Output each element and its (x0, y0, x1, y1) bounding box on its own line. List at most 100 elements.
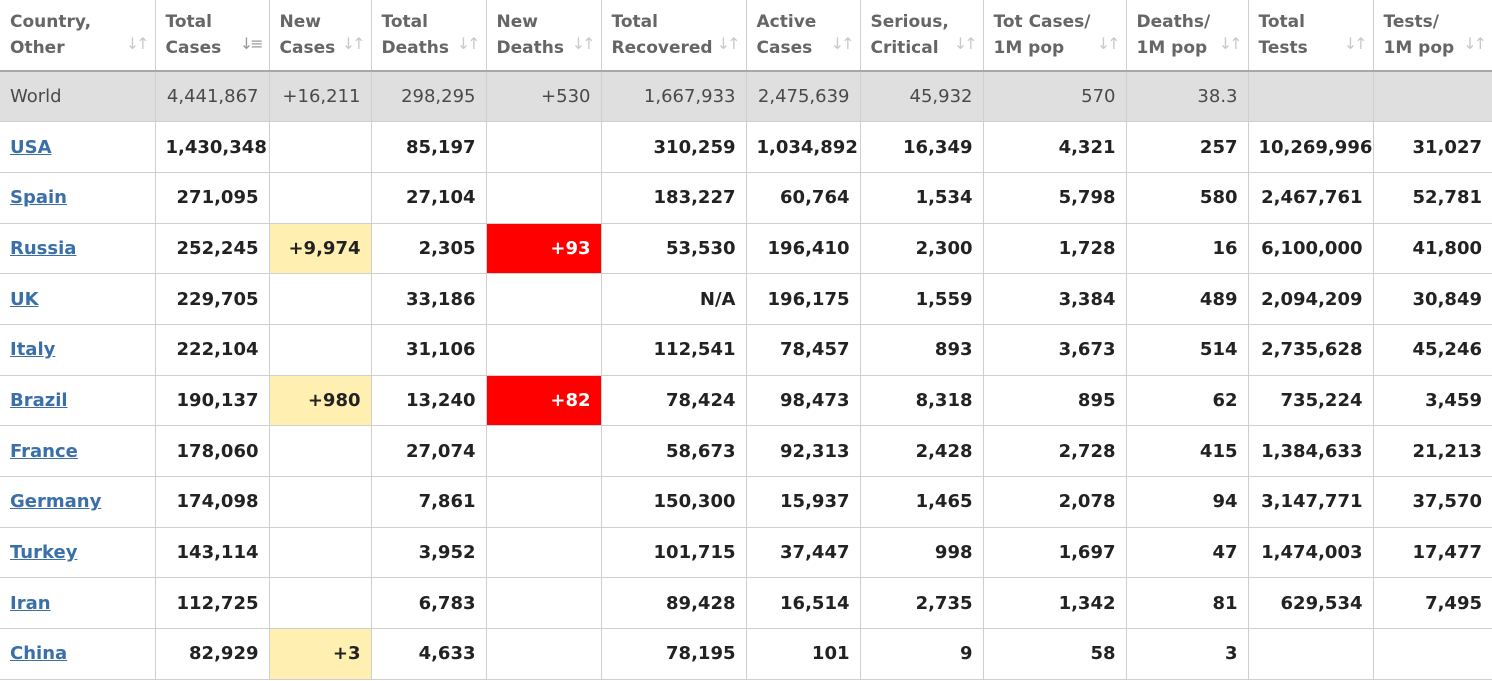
header-label-line1: Serious, (870, 12, 949, 32)
cell-tot-cases-per-1m: 4,321 (982, 121, 1127, 173)
sort-arrows-icon[interactable]: ↓↑ (716, 34, 741, 53)
sort-arrows-icon[interactable]: ↓↑ (1343, 34, 1368, 53)
cell-tot-cases-per-1m: 3,673 (982, 323, 1127, 376)
sort-arrows-icon[interactable]: ↓↑ (1218, 34, 1243, 53)
country-link[interactable]: Iran (10, 592, 51, 614)
column-header-total-tests[interactable]: Total Tests ↓↑ (1247, 0, 1374, 72)
cell-total-recovered: 89,428 (600, 577, 747, 630)
column-header-new-deaths[interactable]: New Deaths ↓↑ (485, 0, 602, 72)
column-header-label: Total Deaths (382, 9, 476, 61)
cell-tests-per-1m (1372, 628, 1492, 680)
cell-new-cases (268, 323, 372, 376)
sort-arrows-icon[interactable]: ↓↑ (1096, 34, 1121, 53)
cell-new-cases (268, 273, 372, 325)
cell-deaths-per-1m: 489 (1125, 273, 1249, 325)
sort-arrows-icon[interactable]: ↓↑ (341, 34, 366, 53)
sort-arrows-icon[interactable]: ↓↑ (125, 34, 150, 53)
sort-arrows-icon[interactable]: ↓↑ (571, 34, 596, 53)
cell-total-cases: 252,245 (154, 222, 270, 275)
cell-serious-critical: 45,932 (859, 70, 984, 123)
country-link[interactable]: USA (10, 136, 52, 158)
header-label-line1: Tot Cases/ (993, 12, 1091, 32)
cell-new-cases (268, 577, 372, 630)
cell-new-deaths (485, 577, 602, 630)
cell-new-deaths (485, 476, 602, 528)
country-link[interactable]: Turkey (10, 542, 78, 564)
cell-tests-per-1m: 21,213 (1372, 425, 1492, 477)
country-link[interactable]: UK (10, 288, 39, 310)
country-link[interactable]: Brazil (10, 389, 68, 411)
column-header-total-cases[interactable]: Total Cases ↓≡ (154, 0, 270, 72)
cell-tot-cases-per-1m: 58 (982, 628, 1127, 680)
cell-total-tests: 2,094,209 (1247, 273, 1374, 325)
table-row: USA 1,430,348 85,197 310,259 1,034,892 16,349… (0, 121, 1492, 173)
cell-total-tests: 6,100,000 (1247, 222, 1374, 275)
cell-active-cases: 37,447 (745, 526, 861, 579)
column-header-new-cases[interactable]: New Cases ↓↑ (268, 0, 372, 72)
cell-total-cases: 82,929 (154, 628, 270, 680)
cell-total-tests: 2,467,761 (1247, 171, 1374, 224)
header-row: Country, Other ↓↑ Total Cases ↓≡ New Cases ↓↑ Tot… (0, 0, 1492, 72)
country-link[interactable]: Russia (10, 237, 77, 259)
cell-tot-cases-per-1m: 570 (982, 70, 1127, 123)
cell-serious-critical: 2,735 (859, 577, 984, 630)
column-header-deaths-per-1m[interactable]: Deaths/1M pop ↓↑ (1125, 0, 1249, 72)
cell-country: World (0, 70, 156, 123)
sort-arrows-icon[interactable]: ↓↑ (830, 34, 855, 53)
cell-deaths-per-1m: 38.3 (1125, 70, 1249, 123)
cell-serious-critical: 1,559 (859, 273, 984, 325)
world-total-row: World 4,441,867 +16,211 298,295 +530 1,667,93… (0, 70, 1492, 123)
header-label-line2: 1M pop (993, 38, 1065, 58)
table-row: Iran 112,725 6,783 89,428 16,514 2,735 1,342 81… (0, 577, 1492, 630)
column-header-total-deaths[interactable]: Total Deaths ↓↑ (370, 0, 487, 72)
cell-serious-critical: 8,318 (859, 374, 984, 427)
sort-arrows-icon[interactable]: ↓↑ (953, 34, 978, 53)
column-header-serious-critical[interactable]: Serious, Critical ↓↑ (859, 0, 984, 72)
column-header-label: Serious, Critical (871, 9, 973, 61)
cell-country: Spain (0, 171, 156, 224)
cell-total-cases: 190,137 (154, 374, 270, 427)
column-header-country[interactable]: Country, Other ↓↑ (0, 0, 156, 72)
header-label-line2: Cases (279, 38, 336, 58)
cell-total-tests: 735,224 (1247, 374, 1374, 427)
cell-new-deaths (485, 121, 602, 173)
column-header-tot-cases-per-1m[interactable]: Tot Cases/1M pop ↓↑ (982, 0, 1127, 72)
header-label-line2: 1M pop (1383, 38, 1455, 58)
header-label-line2: Deaths (496, 38, 564, 58)
cell-total-deaths: 3,952 (370, 526, 487, 579)
header-label-line1: Country, (10, 12, 92, 32)
cell-new-deaths (485, 323, 602, 376)
cell-deaths-per-1m: 81 (1125, 577, 1249, 630)
cell-tot-cases-per-1m: 895 (982, 374, 1127, 427)
column-header-active-cases[interactable]: Active Cases ↓↑ (745, 0, 861, 72)
country-link[interactable]: China (10, 643, 68, 665)
table-row: Turkey 143,114 3,952 101,715 37,447 998 1,697 4… (0, 526, 1492, 579)
header-label-line2: Recovered (611, 38, 713, 58)
cell-serious-critical: 998 (859, 526, 984, 579)
column-header-total-recovered[interactable]: Total Recovered ↓↑ (600, 0, 747, 72)
cell-deaths-per-1m: 94 (1125, 476, 1249, 528)
cell-active-cases: 78,457 (745, 323, 861, 376)
country-link[interactable]: Germany (10, 491, 102, 513)
cell-deaths-per-1m: 580 (1125, 171, 1249, 224)
header-label-line2: Cases (165, 38, 222, 58)
country-link[interactable]: Italy (10, 339, 56, 361)
column-header-tests-per-1m[interactable]: Tests/1M pop ↓↑ (1372, 0, 1492, 72)
cell-total-tests: 2,735,628 (1247, 323, 1374, 376)
cell-country: Turkey (0, 526, 156, 579)
cell-active-cases: 196,175 (745, 273, 861, 325)
sort-desc-active-icon[interactable]: ↓≡ (239, 34, 264, 53)
header-label-line1: Active (756, 12, 817, 32)
sort-arrows-icon[interactable]: ↓↑ (456, 34, 481, 53)
cell-deaths-per-1m: 3 (1125, 628, 1249, 680)
cell-total-tests: 1,474,003 (1247, 526, 1374, 579)
header-label-line2: Deaths (381, 38, 449, 58)
country-link[interactable]: Spain (10, 187, 67, 209)
cell-active-cases: 2,475,639 (745, 70, 861, 123)
cell-tests-per-1m: 41,800 (1372, 222, 1492, 275)
sort-arrows-icon[interactable]: ↓↑ (1463, 34, 1487, 53)
cell-active-cases: 98,473 (745, 374, 861, 427)
country-link[interactable]: France (10, 440, 78, 462)
cell-total-deaths: 298,295 (370, 70, 487, 123)
